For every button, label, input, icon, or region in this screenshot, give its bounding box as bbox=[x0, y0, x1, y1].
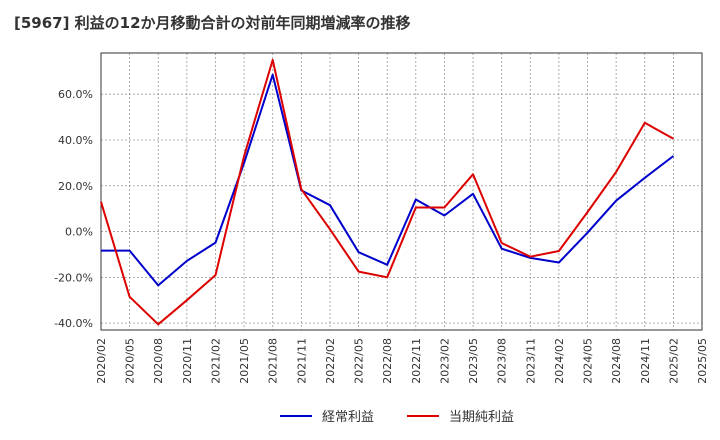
legend-label-2: 当期純利益 bbox=[449, 410, 514, 425]
y-tick-label: 20.0% bbox=[58, 180, 93, 193]
legend: 経常利益 当期純利益 bbox=[280, 410, 514, 425]
x-tick-label: 2021/02 bbox=[209, 338, 222, 384]
series-lines bbox=[100, 58, 675, 326]
x-tick-label: 2020/08 bbox=[152, 338, 165, 384]
x-tick-label: 2021/05 bbox=[238, 338, 251, 384]
x-tick-label: 2025/02 bbox=[667, 338, 680, 384]
x-tick-label: 2020/11 bbox=[181, 338, 194, 384]
x-tick-label: 2022/11 bbox=[410, 338, 423, 384]
x-tick-label: 2022/05 bbox=[353, 338, 366, 384]
x-tick-label: 2024/02 bbox=[553, 338, 566, 384]
series-line-2 bbox=[100, 58, 674, 326]
x-tick-label: 2024/05 bbox=[582, 338, 595, 384]
plot-area-frame bbox=[100, 52, 703, 331]
y-axis-ticks: -40.0% -20.0% 0.0% 20.0% 40.0% 60.0% bbox=[54, 88, 93, 330]
x-tick-label: 2022/08 bbox=[381, 338, 394, 384]
y-tick-label: -20.0% bbox=[54, 271, 93, 284]
x-tick-label: 2023/11 bbox=[524, 338, 537, 384]
chart-title: [5967] 利益の12か月移動合計の対前年同期増減率の推移 bbox=[14, 14, 411, 32]
legend-label-1: 経常利益 bbox=[322, 410, 374, 425]
x-tick-label: 2024/08 bbox=[610, 338, 623, 384]
y-tick-label: 0.0% bbox=[65, 226, 93, 239]
x-tick-label: 2020/05 bbox=[124, 338, 137, 384]
x-tick-label: 2020/02 bbox=[95, 338, 108, 384]
x-tick-label: 2024/11 bbox=[639, 338, 652, 384]
x-tick-label: 2023/05 bbox=[467, 338, 480, 384]
x-tick-label: 2023/02 bbox=[438, 338, 451, 384]
y-tick-label: 60.0% bbox=[58, 88, 93, 101]
x-tick-label: 2021/11 bbox=[295, 338, 308, 384]
x-tick-label: 2021/08 bbox=[267, 338, 280, 384]
y-tick-label: 40.0% bbox=[58, 134, 93, 147]
y-tick-label: -40.0% bbox=[54, 317, 93, 330]
x-tick-label: 2022/02 bbox=[324, 338, 337, 384]
grid bbox=[100, 53, 703, 330]
series-line-1 bbox=[101, 73, 675, 287]
x-tick-label: 2025/05 bbox=[696, 338, 709, 384]
x-tick-label: 2023/08 bbox=[496, 338, 509, 384]
x-axis-ticks: 2020/02 2020/05 2020/08 2020/11 2021/02 2021/… bbox=[95, 338, 709, 384]
